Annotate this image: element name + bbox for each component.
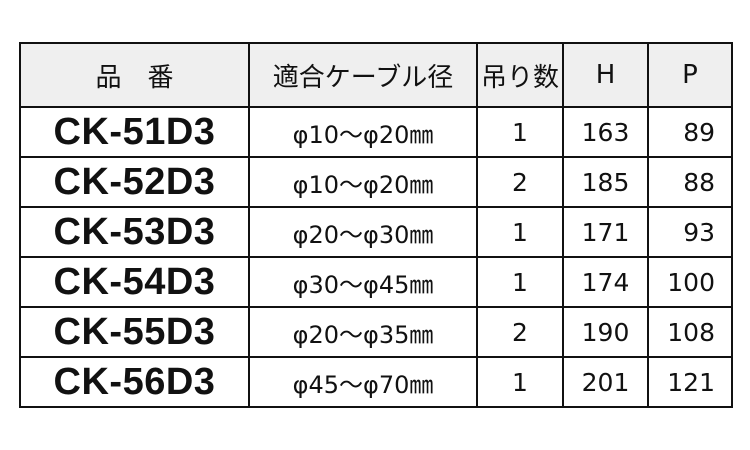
product-table: 品 番 適合ケーブル径 吊り数 H P CK-51D3 φ10～φ20㎜ 1 163 8… <box>19 42 733 408</box>
table-row: CK-54D3 φ30～φ45㎜ 1 174 100 <box>19 256 733 308</box>
table-row: CK-53D3 φ20～φ30㎜ 1 171 93 <box>19 206 733 258</box>
cable-diameter-cell: φ10～φ20㎜ <box>248 156 478 208</box>
hangers-cell: 1 <box>476 356 564 408</box>
h-cell: 201 <box>562 356 649 408</box>
cable-diameter-cell: φ45～φ70㎜ <box>248 356 478 408</box>
table-row: CK-56D3 φ45～φ70㎜ 1 201 121 <box>19 356 733 408</box>
p-cell: 121 <box>647 356 733 408</box>
cable-diameter-cell: φ20～φ30㎜ <box>248 206 478 258</box>
header-cable-diameter: 適合ケーブル径 <box>248 42 478 108</box>
h-cell: 190 <box>562 306 649 358</box>
header-row: 品 番 適合ケーブル径 吊り数 H P <box>19 42 733 108</box>
p-cell: 93 <box>647 206 733 258</box>
hangers-cell: 2 <box>476 156 564 208</box>
header-hangers: 吊り数 <box>476 42 564 108</box>
table-row: CK-55D3 φ20～φ35㎜ 2 190 108 <box>19 306 733 358</box>
part-number-cell: CK-55D3 <box>19 306 250 358</box>
p-cell: 108 <box>647 306 733 358</box>
header-h: H <box>562 42 649 108</box>
cable-diameter-cell: φ20～φ35㎜ <box>248 306 478 358</box>
part-number-cell: CK-51D3 <box>19 106 250 158</box>
table-row: CK-52D3 φ10～φ20㎜ 2 185 88 <box>19 156 733 208</box>
cable-diameter-cell: φ10～φ20㎜ <box>248 106 478 158</box>
header-p: P <box>647 42 733 108</box>
h-cell: 174 <box>562 256 649 308</box>
hangers-cell: 1 <box>476 106 564 158</box>
hangers-cell: 1 <box>476 256 564 308</box>
cable-diameter-cell: φ30～φ45㎜ <box>248 256 478 308</box>
p-cell: 89 <box>647 106 733 158</box>
hangers-cell: 1 <box>476 206 564 258</box>
part-number-cell: CK-52D3 <box>19 156 250 208</box>
h-cell: 163 <box>562 106 649 158</box>
p-cell: 100 <box>647 256 733 308</box>
part-number-cell: CK-53D3 <box>19 206 250 258</box>
table-row: CK-51D3 φ10～φ20㎜ 1 163 89 <box>19 106 733 158</box>
part-number-cell: CK-56D3 <box>19 356 250 408</box>
hangers-cell: 2 <box>476 306 564 358</box>
h-cell: 185 <box>562 156 649 208</box>
p-cell: 88 <box>647 156 733 208</box>
header-part-number: 品 番 <box>19 42 250 108</box>
h-cell: 171 <box>562 206 649 258</box>
part-number-cell: CK-54D3 <box>19 256 250 308</box>
